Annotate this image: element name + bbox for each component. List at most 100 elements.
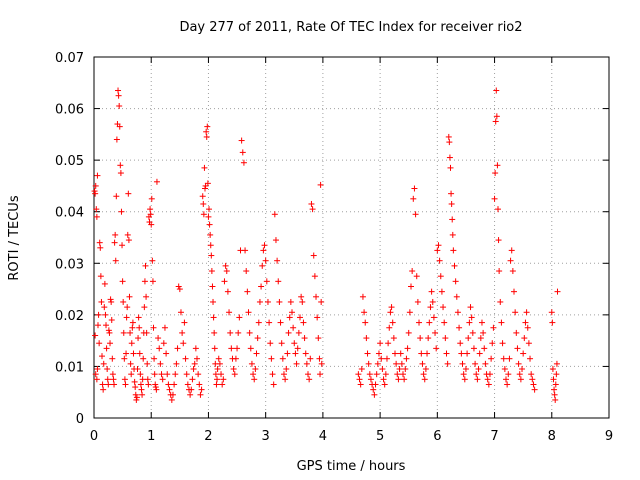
data-point: [263, 278, 270, 285]
data-point: [100, 386, 107, 393]
data-point: [404, 345, 411, 352]
data-point: [497, 298, 504, 305]
data-point: [213, 381, 220, 388]
grid-lines: [94, 57, 609, 418]
data-point: [276, 298, 283, 305]
data-point: [363, 335, 370, 342]
data-point: [365, 360, 372, 367]
data-point: [147, 206, 154, 213]
data-point: [492, 170, 499, 177]
data-point: [406, 309, 413, 316]
data-point: [500, 355, 507, 362]
data-point: [294, 345, 301, 352]
data-point: [508, 247, 515, 254]
data-point: [211, 345, 218, 352]
data-point: [362, 319, 369, 326]
data-point: [256, 298, 263, 305]
data-point: [515, 360, 522, 367]
data-point: [552, 381, 559, 388]
data-point: [106, 329, 113, 336]
data-point: [204, 180, 211, 187]
data-point: [549, 366, 556, 373]
data-point: [449, 231, 456, 238]
data-point: [160, 340, 167, 347]
data-point: [259, 262, 266, 269]
data-point: [432, 329, 439, 336]
data-point: [149, 257, 156, 264]
data-point: [239, 149, 246, 156]
data-point: [153, 178, 160, 185]
data-point: [514, 345, 521, 352]
data-point: [141, 278, 148, 285]
data-point: [307, 355, 314, 362]
data-point: [305, 371, 312, 378]
data-point: [173, 360, 180, 367]
data-point: [430, 314, 437, 321]
data-point: [135, 314, 142, 321]
data-point: [416, 319, 423, 326]
data-point: [285, 329, 292, 336]
data-point: [504, 381, 511, 388]
data-point: [216, 360, 223, 367]
data-point: [288, 309, 295, 316]
data-point: [437, 273, 444, 280]
data-point: [310, 252, 317, 259]
data-point: [468, 314, 475, 321]
data-point: [383, 355, 390, 362]
data-point: [92, 182, 99, 189]
data-point: [105, 327, 112, 334]
data-point: [453, 293, 460, 300]
data-point: [236, 314, 243, 321]
data-point: [501, 366, 508, 373]
data-point: [144, 376, 151, 383]
data-point: [139, 376, 146, 383]
data-point: [266, 319, 273, 326]
data-point: [119, 278, 126, 285]
data-point: [398, 360, 405, 367]
data-point: [145, 381, 152, 388]
data-point: [402, 366, 409, 373]
data-point: [172, 371, 179, 378]
y-tick-label: 0.03: [55, 257, 84, 272]
data-point: [180, 340, 187, 347]
data-point: [553, 360, 560, 367]
data-point: [116, 102, 123, 109]
data-point: [425, 335, 432, 342]
data-point: [476, 350, 483, 357]
data-point: [370, 386, 377, 393]
x-tick-label: 8: [548, 429, 556, 444]
data-point: [227, 329, 234, 336]
data-point: [464, 350, 471, 357]
data-point: [142, 262, 149, 269]
data-point: [300, 319, 307, 326]
data-point: [355, 371, 362, 378]
data-point: [124, 231, 131, 238]
data-point: [166, 386, 173, 393]
data-point: [450, 247, 457, 254]
data-point: [554, 288, 561, 295]
data-point: [444, 360, 451, 367]
data-point: [196, 381, 203, 388]
data-point: [396, 366, 403, 373]
data-point: [234, 345, 241, 352]
data-point: [494, 206, 501, 213]
data-point: [461, 376, 468, 383]
data-point: [454, 309, 461, 316]
data-point: [199, 193, 206, 200]
data-point: [445, 133, 452, 140]
data-point: [189, 376, 196, 383]
data-point: [132, 384, 139, 391]
data-point: [95, 322, 102, 329]
data-point: [190, 366, 197, 373]
data-point: [94, 172, 101, 179]
x-tick-label: 9: [605, 429, 613, 444]
data-point: [94, 366, 101, 373]
data-point: [457, 340, 464, 347]
data-point: [491, 195, 498, 202]
data-point: [103, 322, 110, 329]
data-point: [137, 381, 144, 388]
data-point: [268, 355, 275, 362]
data-point: [317, 371, 324, 378]
data-point: [390, 335, 397, 342]
data-point: [403, 355, 410, 362]
